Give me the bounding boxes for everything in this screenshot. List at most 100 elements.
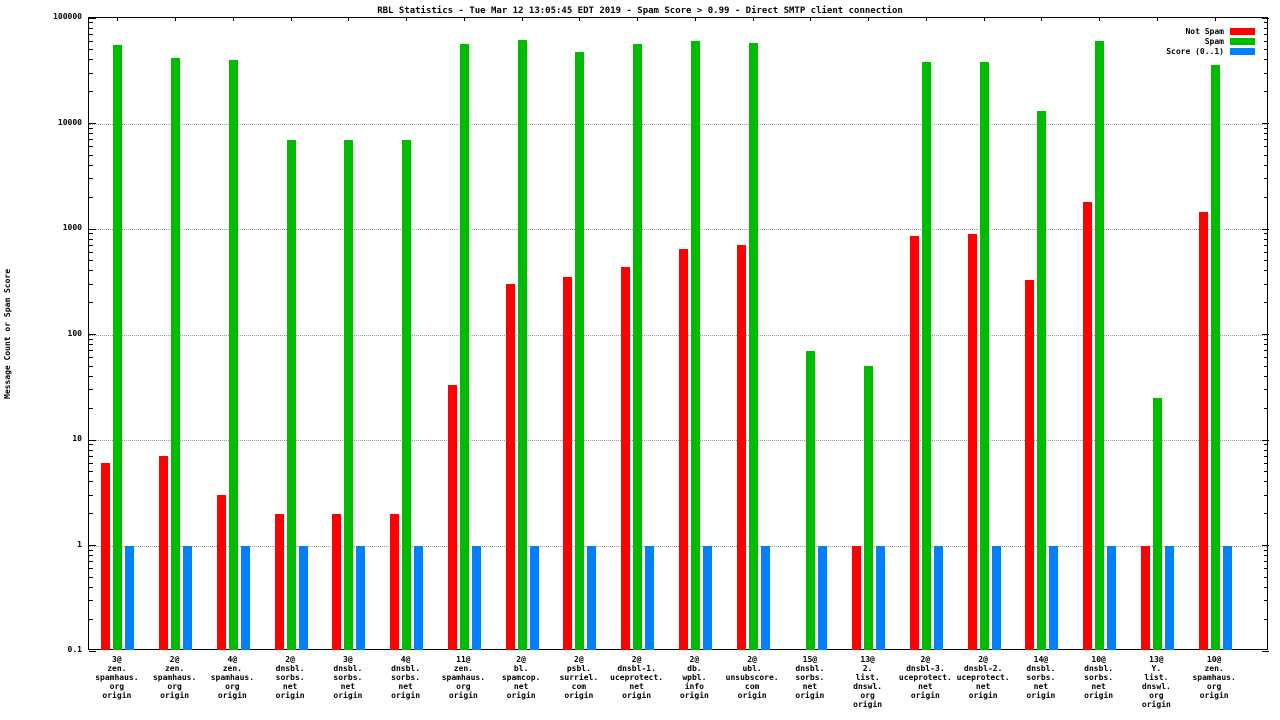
y-minor-tick — [89, 49, 93, 51]
bar-spam — [748, 42, 758, 650]
bar-score-0-1- — [298, 545, 308, 650]
gridline — [89, 229, 1267, 230]
y-minor-tick — [89, 127, 93, 129]
y-minor-tick — [89, 91, 93, 93]
x-group-tick — [232, 18, 234, 21]
y-minor-tick — [89, 139, 93, 141]
y-minor-tick — [1264, 618, 1268, 620]
x-axis-label: 2@ dnsbl-2. uceprotect. net origin — [956, 655, 1010, 700]
legend-label: Score (0..1) — [1166, 46, 1224, 56]
x-group-tick — [925, 18, 927, 21]
y-minor-tick — [1264, 154, 1268, 156]
y-minor-tick — [89, 618, 93, 620]
y-minor-tick — [89, 270, 93, 272]
bar-not-spam — [505, 284, 515, 650]
y-major-tick — [89, 439, 96, 441]
x-group-tick — [1156, 18, 1158, 21]
y-major-tick — [89, 228, 96, 230]
x-group-tick — [579, 18, 581, 21]
y-minor-tick — [89, 233, 93, 235]
y-minor-tick — [1264, 233, 1268, 235]
y-axis-title: Message Count or Spam Score — [3, 268, 12, 399]
y-major-tick — [1262, 17, 1269, 19]
bar-score-0-1- — [760, 545, 770, 650]
y-minor-tick — [1264, 357, 1268, 359]
bar-score-0-1- — [414, 545, 424, 650]
y-minor-tick — [89, 357, 93, 359]
x-group-tick — [521, 18, 523, 21]
y-minor-tick — [89, 600, 93, 602]
y-minor-tick — [89, 244, 93, 246]
y-minor-tick — [1264, 260, 1268, 262]
bar-not-spam — [274, 513, 284, 650]
y-minor-tick — [1264, 350, 1268, 352]
y-minor-tick — [1264, 270, 1268, 272]
x-axis-label: 3@ zen. spamhaus. org origin — [95, 655, 139, 700]
bar-not-spam — [1083, 202, 1093, 650]
y-minor-tick — [89, 344, 93, 346]
bar-spam — [344, 139, 354, 650]
y-minor-tick — [1264, 302, 1268, 304]
y-minor-tick — [89, 576, 93, 578]
bar-score-0-1- — [1049, 545, 1059, 650]
y-minor-tick — [89, 561, 93, 563]
y-minor-tick — [1264, 40, 1268, 42]
bar-score-0-1- — [356, 545, 366, 650]
y-minor-tick — [89, 283, 93, 285]
y-minor-tick — [1264, 444, 1268, 446]
bar-score-0-1- — [876, 545, 886, 650]
y-minor-tick — [89, 302, 93, 304]
y-minor-tick — [89, 481, 93, 483]
bar-spam — [1037, 111, 1047, 650]
x-group-tick — [810, 18, 812, 21]
y-minor-tick — [1264, 549, 1268, 551]
bar-score-0-1- — [471, 545, 481, 650]
y-major-tick — [89, 17, 96, 19]
x-axis-label: 13@ Y. list. dnswl. org origin — [1141, 655, 1171, 709]
bar-spam — [286, 139, 296, 650]
x-axis-label: 13@ 2. list. dnswl. org origin — [853, 655, 883, 709]
legend-label: Spam — [1204, 36, 1224, 46]
bar-spam — [517, 39, 527, 650]
y-minor-tick — [1264, 72, 1268, 74]
bar-not-spam — [678, 248, 688, 650]
chart-title: RBL Statistics - Tue Mar 12 13:05:45 EDT… — [377, 6, 903, 16]
y-minor-tick — [89, 586, 93, 588]
y-minor-tick — [1264, 344, 1268, 346]
bar-not-spam — [159, 456, 169, 650]
y-minor-tick — [89, 40, 93, 42]
y-major-tick — [1262, 439, 1269, 441]
x-group-tick — [752, 18, 754, 21]
bar-score-0-1- — [1222, 545, 1232, 650]
bar-score-0-1- — [991, 545, 1001, 650]
x-axis-label: 3@ dnsbl. sorbs. net origin — [333, 655, 363, 700]
y-tick-label: 1 — [77, 539, 82, 549]
x-axis-label: 15@ dnsbl. sorbs. net origin — [795, 655, 825, 700]
x-axis-label: 2@ ubl. unsubscore. com origin — [725, 655, 779, 700]
y-minor-tick — [1264, 481, 1268, 483]
bar-spam — [228, 59, 238, 650]
bar-score-0-1- — [702, 545, 712, 650]
bar-spam — [633, 43, 643, 650]
y-minor-tick — [1264, 462, 1268, 464]
bar-not-spam — [736, 245, 746, 650]
y-minor-tick — [1264, 133, 1268, 135]
x-group-tick — [694, 18, 696, 21]
x-group-tick — [1214, 18, 1216, 21]
y-minor-tick — [89, 513, 93, 515]
y-minor-tick — [89, 471, 93, 473]
x-group-tick — [1041, 18, 1043, 21]
x-group-tick — [348, 18, 350, 21]
bar-not-spam — [621, 266, 631, 650]
x-group-tick — [290, 18, 292, 21]
y-minor-tick — [1264, 338, 1268, 340]
y-major-tick — [89, 123, 96, 124]
y-minor-tick — [1264, 586, 1268, 588]
y-minor-tick — [1264, 375, 1268, 377]
gridline — [89, 440, 1267, 441]
legend-swatch — [1230, 37, 1255, 45]
x-axis-label: 11@ zen. spamhaus. org origin — [441, 655, 486, 700]
y-minor-tick — [89, 260, 93, 262]
y-minor-tick — [1264, 283, 1268, 285]
x-axis-label: 2@ zen. spamhaus. org origin — [152, 655, 197, 700]
